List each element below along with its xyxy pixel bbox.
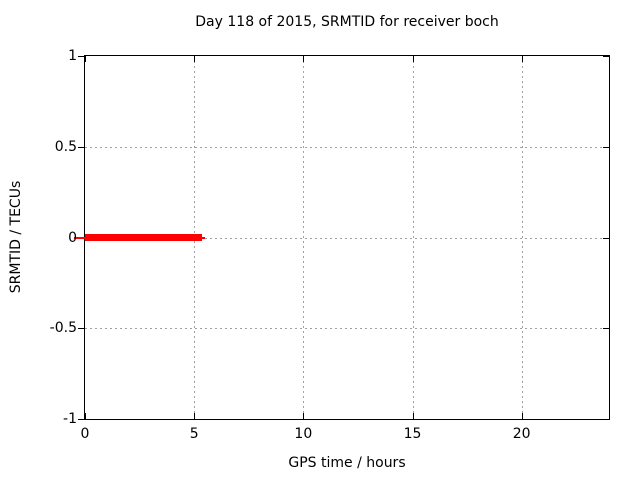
x-tick-top — [521, 56, 523, 62]
y-tick-left — [78, 419, 84, 420]
x-tick-label: 10 — [294, 426, 313, 442]
y-tick-right — [603, 56, 609, 57]
y-gridline — [85, 237, 609, 239]
x-tick-bottom — [521, 413, 523, 419]
x-tick-bottom — [85, 413, 86, 419]
x-tick-top — [85, 56, 86, 62]
x-tick-top — [303, 56, 305, 62]
y-tick-label: 0.5 — [54, 138, 77, 155]
x-tick-top — [412, 56, 414, 62]
y-tick-right — [603, 328, 609, 330]
x-tick-bottom — [412, 413, 414, 419]
y-tick-left — [78, 146, 84, 148]
x-axis-label: GPS time / hours — [288, 455, 406, 471]
y-tick-label: -0.5 — [49, 320, 77, 337]
x-tick-top — [194, 56, 196, 62]
x-tick-label: 5 — [189, 426, 199, 442]
series-line-srmtid — [85, 234, 202, 241]
y-tick-left — [78, 56, 84, 57]
y-tick-right — [603, 146, 609, 148]
x-tick-bottom — [303, 413, 305, 419]
y-tick-left — [78, 328, 84, 330]
y-gridline — [85, 146, 609, 148]
y-tick-right — [603, 237, 609, 239]
x-tick-label: 0 — [80, 426, 90, 442]
y-tick-label: 1 — [68, 48, 77, 64]
plot-area — [74, 55, 610, 420]
x-tick-bottom — [194, 413, 196, 419]
chart-title: Day 118 of 2015, SRMTID for receiver boc… — [195, 14, 499, 30]
x-tick-label: 15 — [403, 426, 422, 442]
y-tick-label: 0 — [68, 229, 77, 246]
x-tick-label: 20 — [512, 426, 531, 442]
y-gridline — [85, 328, 609, 330]
y-tick-label: -1 — [63, 411, 77, 427]
y-tick-right — [603, 419, 609, 420]
